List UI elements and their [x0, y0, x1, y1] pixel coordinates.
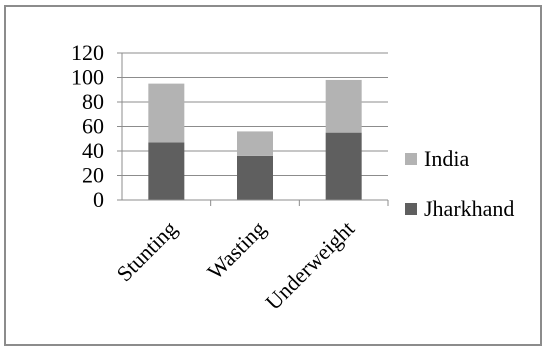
legend-label-india: India — [424, 146, 469, 171]
y-tick-label: 40 — [82, 138, 104, 163]
bar-india-wasting — [237, 131, 273, 156]
y-tick-label: 0 — [93, 187, 104, 212]
legend-label-jharkhand: Jharkhand — [424, 196, 514, 221]
legend: India Jharkhand — [405, 146, 514, 221]
y-tick-label: 60 — [82, 114, 104, 139]
x-category-label: Stunting — [111, 216, 181, 286]
bar-jharkhand-underweight — [325, 132, 362, 200]
legend-swatch-india — [405, 153, 417, 165]
bar-india-underweight — [325, 79, 362, 133]
bar-jharkhand-wasting — [237, 155, 273, 200]
y-tick-label: 100 — [71, 65, 104, 90]
bar-jharkhand-stunting — [148, 142, 185, 200]
y-tick-label: 20 — [82, 163, 104, 188]
axes — [117, 52, 389, 206]
legend-swatch-jharkhand — [405, 203, 417, 215]
x-category-label: Underweight — [260, 216, 359, 315]
y-tick-label: 120 — [71, 40, 104, 65]
bars — [148, 79, 362, 200]
x-category-label: Wasting — [202, 216, 270, 284]
y-tick-label: 80 — [82, 89, 104, 114]
bar-india-stunting — [148, 83, 185, 143]
